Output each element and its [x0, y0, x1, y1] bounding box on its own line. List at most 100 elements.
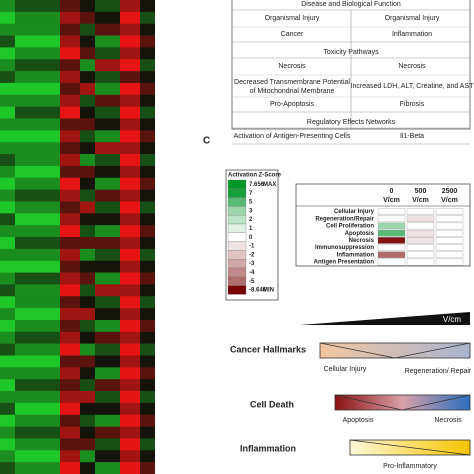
heat-cell [95, 284, 120, 297]
heat-cell [140, 106, 155, 119]
heat-cell [80, 260, 95, 273]
heat-cell [140, 225, 155, 238]
heat-cell [120, 142, 140, 155]
heat-cell [95, 343, 120, 356]
heat-cell [95, 94, 120, 107]
heat-cell [60, 82, 80, 96]
legend-swatch [227, 232, 247, 242]
legend-swatch [227, 276, 247, 286]
heat-cell [15, 59, 60, 72]
heat-cell [120, 331, 140, 344]
heat-cell [15, 379, 60, 392]
heat-cell [80, 59, 95, 72]
heat-cell [60, 284, 80, 297]
heat-cell [140, 438, 155, 451]
heat-cell [80, 450, 95, 463]
heat-cell [140, 284, 155, 297]
heat-cell [80, 319, 95, 333]
empty-cell [406, 258, 435, 266]
heat-cell [0, 189, 15, 202]
heat-cell [95, 0, 120, 13]
ipa-table: Disease and Biological Function Organisma… [232, 1, 474, 145]
heat-cell [0, 201, 15, 214]
heat-cell [15, 225, 60, 238]
empty-cell [377, 258, 406, 266]
heat-cell [15, 130, 60, 143]
heat-cell [95, 402, 120, 416]
heat-cell [80, 71, 95, 84]
heat-cell [0, 82, 15, 96]
heat-cell [80, 106, 95, 119]
heat-cell [60, 438, 80, 451]
legend-label: -2 [249, 252, 255, 258]
heat-cell [15, 154, 60, 167]
heat-cell [0, 23, 15, 36]
heat-cell [120, 391, 140, 404]
heat-cell [15, 94, 60, 107]
col-header: 2500 [442, 188, 458, 195]
heat-cell [60, 142, 80, 155]
heat-cell [120, 94, 140, 107]
heat-cell [120, 462, 140, 474]
heat-cell [15, 11, 60, 24]
heat-cell [15, 331, 60, 344]
heat-cell [60, 237, 80, 250]
heat-cell [80, 414, 95, 427]
heat-cell [60, 296, 80, 309]
heat-cell [0, 165, 15, 179]
heat-cell [80, 355, 95, 368]
heat-cell [140, 35, 155, 48]
heat-cell [95, 23, 120, 36]
heat-cell [95, 11, 120, 24]
row-label: Cell Proliferation [326, 224, 374, 230]
heat-cell [120, 450, 140, 463]
heat-cell [60, 402, 80, 416]
empty-cell [406, 251, 435, 259]
heat-cell [15, 462, 60, 474]
cell-text: Cancer [281, 31, 304, 38]
heat-cell [95, 47, 120, 60]
heat-cell [80, 284, 95, 297]
legend-label: 1 [249, 226, 253, 232]
heat-cell [140, 426, 155, 439]
heat-cell [60, 450, 80, 463]
heat-cell [80, 0, 95, 13]
heat-cell [80, 94, 95, 107]
heat-cell [140, 154, 155, 167]
heat-cell [95, 367, 120, 380]
heat-cell [15, 343, 60, 356]
heat-cell [0, 11, 15, 24]
heat-cell [80, 343, 95, 356]
heat-cell [15, 189, 60, 202]
legend-label: 3 [249, 208, 253, 214]
heat-cell [0, 94, 15, 107]
heat-cell [140, 296, 155, 309]
heat-cell [80, 11, 95, 24]
heat-cell [120, 106, 140, 119]
heat-cell [15, 355, 60, 368]
heat-cell [60, 331, 80, 344]
heat-cell [0, 367, 15, 380]
heat-cell [60, 11, 80, 24]
heat-cell [0, 450, 15, 463]
col-header: 0 [390, 188, 394, 195]
heat-cell [60, 260, 80, 273]
row-label: Regeneration/Repair [315, 216, 374, 222]
heat-cell [15, 35, 60, 48]
heat-cell [95, 272, 120, 285]
heat-cell [0, 248, 15, 261]
empty-cell [377, 215, 406, 223]
heat-cell [15, 47, 60, 60]
heat-cell [80, 272, 95, 285]
heat-cell [140, 94, 155, 107]
heat-cell [0, 177, 15, 190]
heat-cell [80, 165, 95, 179]
heat-cell [0, 319, 15, 333]
heat-cell [95, 414, 120, 427]
cell-text: Pro-Apoptosis [270, 101, 314, 108]
heat-cell [80, 213, 95, 226]
heat-cell [60, 355, 80, 368]
heat-cell [80, 130, 95, 143]
heat-cell [15, 106, 60, 119]
heat-cell [60, 391, 80, 404]
